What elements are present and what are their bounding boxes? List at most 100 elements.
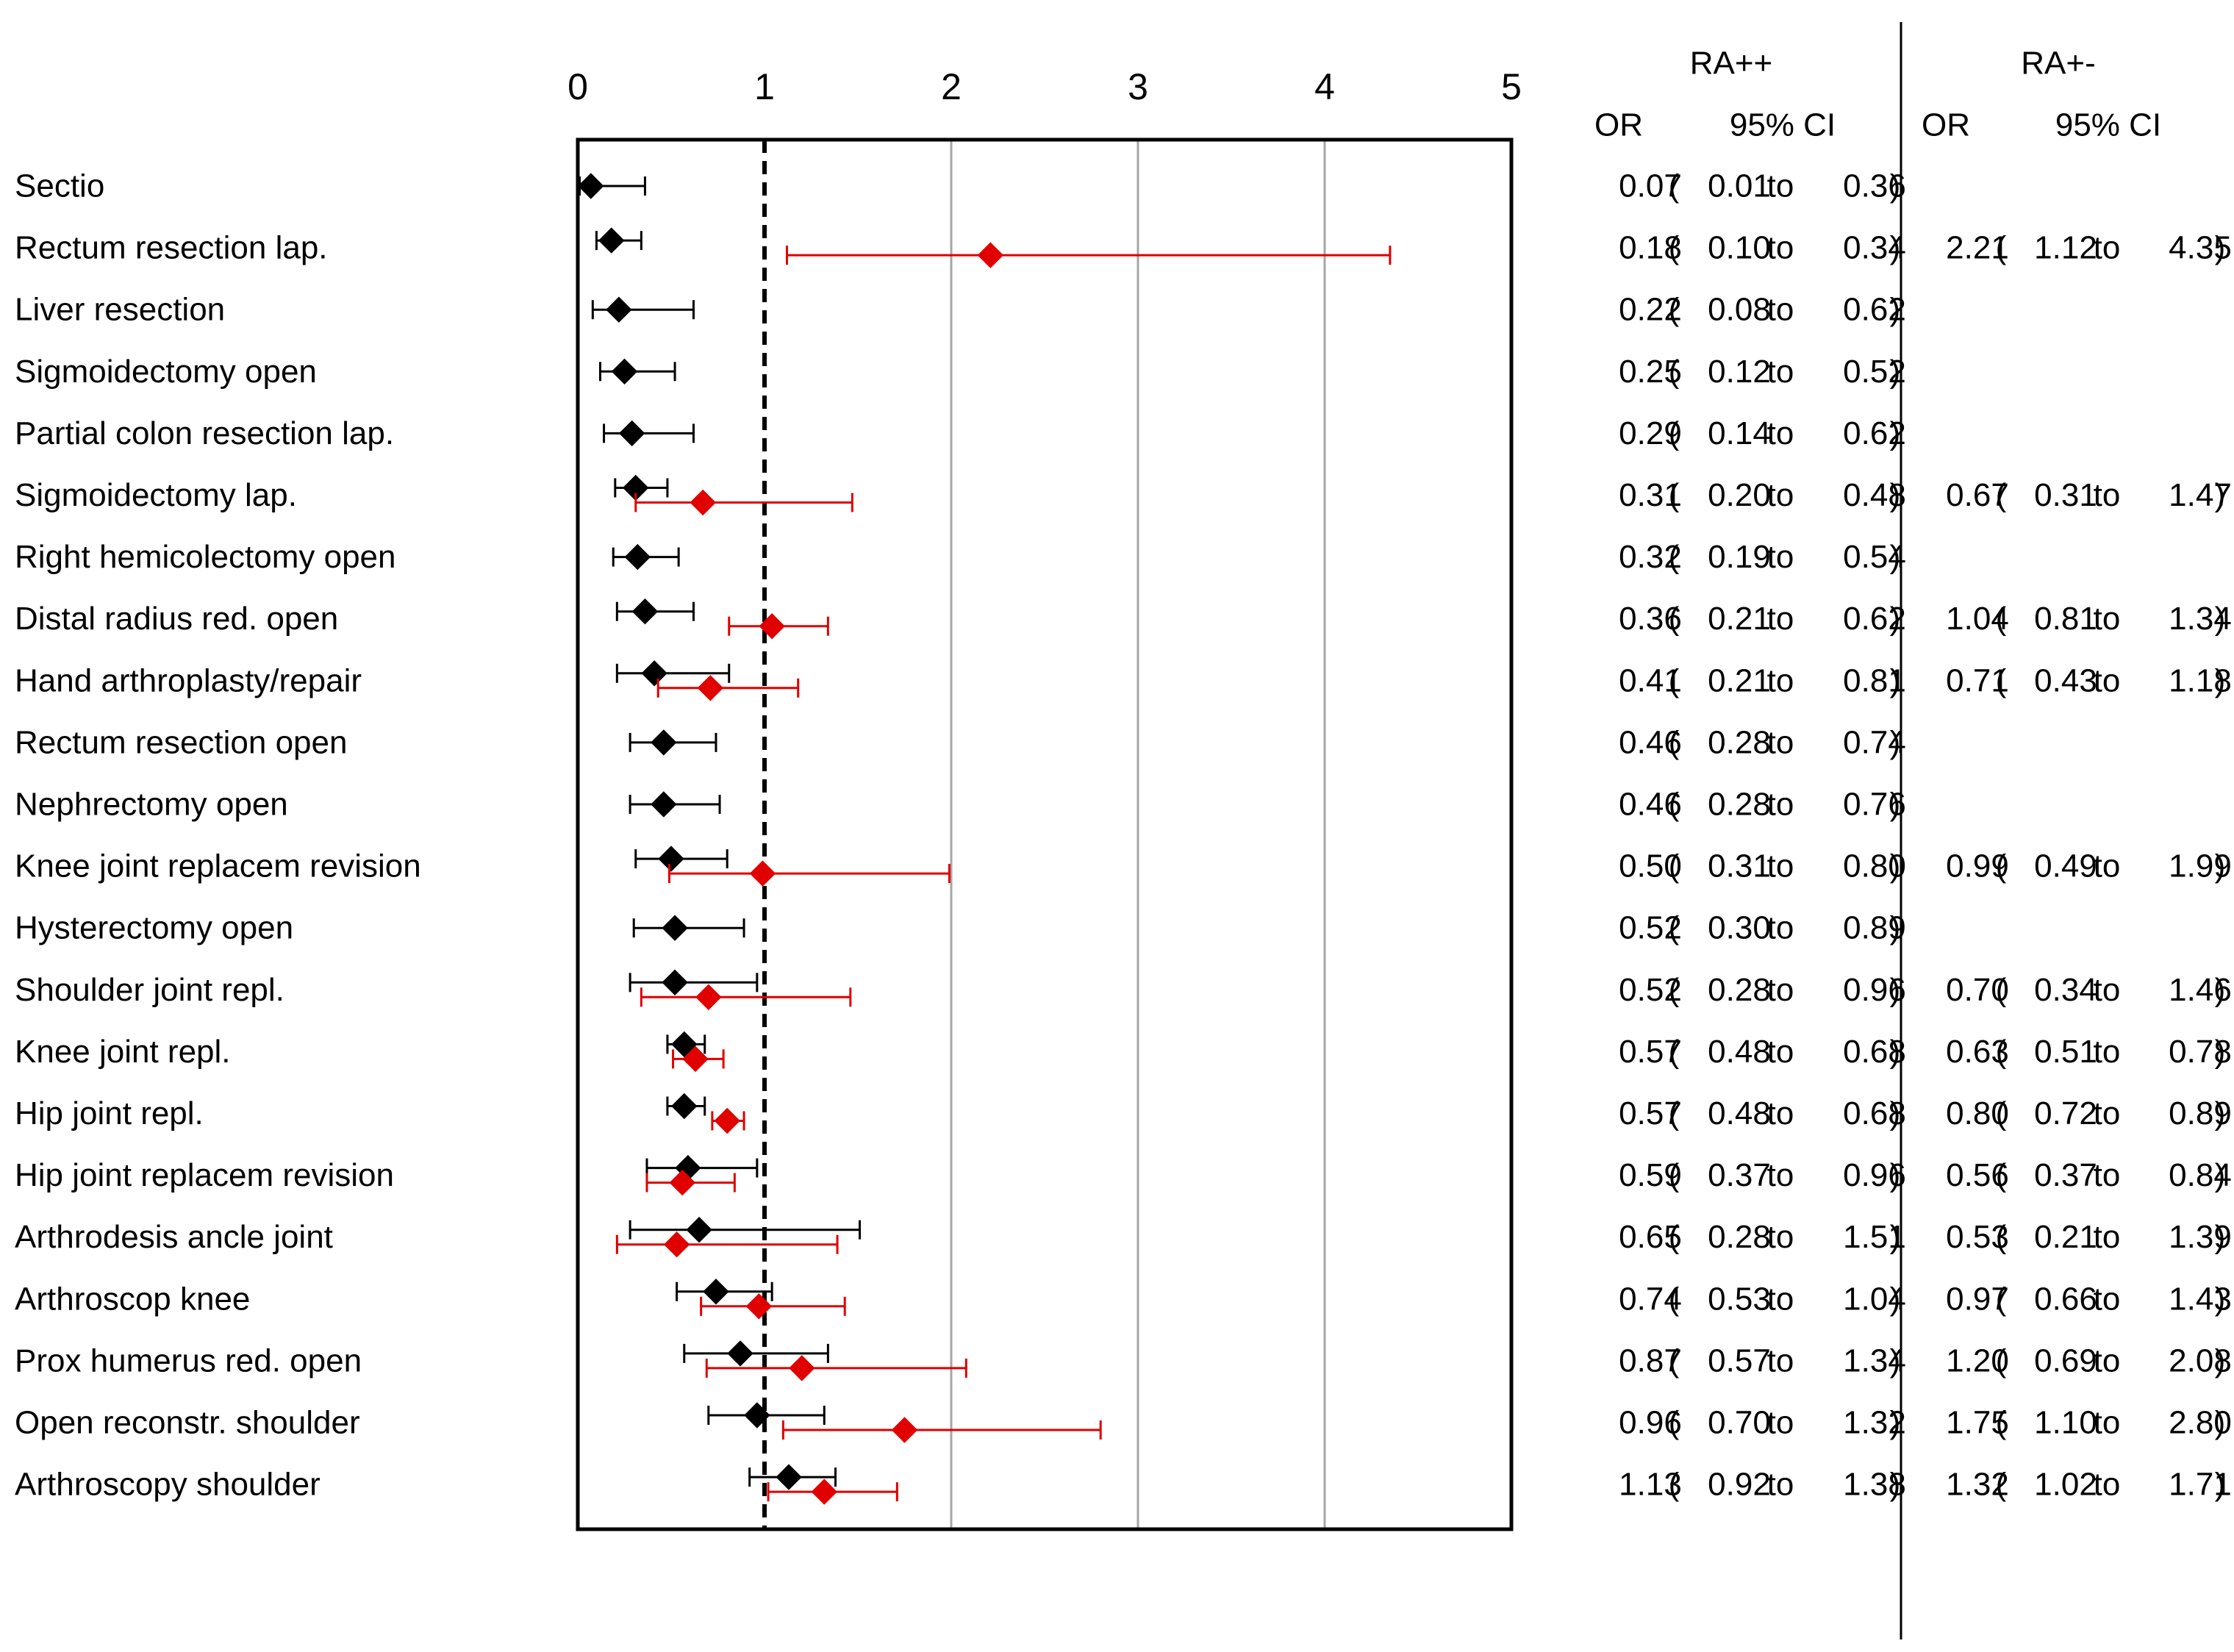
x-tick-label-3: 3 — [1128, 66, 1148, 107]
x-axis-tick-labels: 0 1 2 3 4 5 — [568, 66, 1522, 107]
ra-pp-1-ci-close: ) — [1890, 230, 1901, 266]
ra-pp-19-ci-high-value: 1.34 — [1843, 1342, 1906, 1379]
ra-pm-5-ci-to: to — [2094, 477, 2121, 513]
ra-pp-1-ci-high-value: 0.34 — [1843, 230, 1906, 266]
ra-pm-8-or-value: 0.71 — [1946, 662, 2009, 698]
forest-row-0 — [578, 173, 646, 199]
ra-pm-16-ci-open: ( — [1996, 1157, 2007, 1193]
ra-pm-11-ci-low-value: 0.49 — [2034, 848, 2097, 884]
ra-pp-20-point — [744, 1402, 770, 1428]
ra-pm-19-ci-to: to — [2094, 1342, 2121, 1379]
ra-pp-16-ci-close: ) — [1890, 1157, 1901, 1193]
ra-pm-13-ci-high-value: 1.46 — [2169, 972, 2232, 1008]
ra-pm-21-ci-open: ( — [1996, 1467, 2007, 1503]
ra-pm-7-point — [759, 612, 785, 640]
row-label-19: Prox humerus red. open — [15, 1342, 362, 1379]
ra-pm-18-ci-to: to — [2094, 1281, 2121, 1317]
ra-pm-15-ci-close: ) — [2215, 1095, 2226, 1131]
ra-pp-10-ci-low-value: 0.28 — [1708, 787, 1771, 823]
ra-pm-16-ci-to: to — [2094, 1157, 2121, 1193]
ra-pp-4-ci-close: ) — [1890, 415, 1901, 451]
ra-pp-21-ci-open: ( — [1669, 1467, 1680, 1503]
row-label-2: Liver resection — [15, 292, 225, 328]
ra-pm-20-ci-open: ( — [1996, 1405, 2007, 1441]
ra-pm-20-ci-close: ) — [2215, 1405, 2226, 1441]
ra-pp-21-or-value: 1.13 — [1619, 1467, 1682, 1503]
ra-pm-7-ci-to: to — [2094, 601, 2121, 637]
ra-pm-21-or-value: 1.32 — [1946, 1467, 2009, 1503]
ra-pp-2-or-value: 0.22 — [1619, 292, 1682, 328]
ra-pm-8-ci-to: to — [2094, 662, 2121, 698]
ra-pm-17-ci-to: to — [2094, 1219, 2121, 1255]
ra-pp-18-or-value: 0.74 — [1619, 1281, 1682, 1317]
ra-pp-8-or-value: 0.41 — [1619, 662, 1682, 698]
ra-pp-11-ci-high-value: 0.80 — [1843, 848, 1906, 884]
forest-row-10 — [629, 791, 721, 818]
ra-pp-15-ci-open: ( — [1669, 1095, 1680, 1131]
ra-pp-7-point — [631, 598, 659, 625]
ra-pp-21-ci-close: ) — [1890, 1467, 1901, 1503]
ra-pp-5-ci-to: to — [1767, 477, 1794, 513]
ra-pm-16-ci-high-value: 0.84 — [2169, 1157, 2232, 1193]
ra-pp-8-ci-close: ) — [1890, 662, 1901, 698]
ra-pp-18-ci-to: to — [1767, 1281, 1794, 1317]
ra-pm-15-ci-to: to — [2094, 1095, 2121, 1131]
x-tick-label-0: 0 — [568, 66, 588, 107]
ra-pp-14-ci-to: to — [1767, 1034, 1794, 1070]
ra-pm-1-ci-to: to — [2094, 230, 2121, 266]
ra-pp-7-ci-high-value: 0.62 — [1843, 601, 1906, 637]
grid-lines — [950, 140, 1326, 1529]
ra-pp-6-ci-close: ) — [1890, 539, 1901, 575]
forest-marks — [578, 173, 1392, 1505]
ra-pm-11-ci-close: ) — [2215, 848, 2226, 884]
ra-pp-15-ci-close: ) — [1890, 1095, 1901, 1131]
ra-pm-15-ci-open: ( — [1996, 1095, 2007, 1131]
ra-pm-14-ci-open: ( — [1996, 1034, 2007, 1070]
ra-pm-15-point — [714, 1107, 740, 1134]
ra-pm-13-or-value: 0.70 — [1946, 972, 2009, 1008]
ra-pp-4-or-value: 0.29 — [1619, 415, 1682, 451]
ra-pp-15-ci-to: to — [1767, 1095, 1794, 1131]
row-label-20: Open reconstr. shoulder — [15, 1405, 360, 1441]
ra-pm-11-ci-open: ( — [1996, 848, 2007, 884]
ra-pm-5-ci-low-value: 0.31 — [2034, 477, 2097, 513]
ra-pm-1-ci-open: ( — [1996, 230, 2007, 266]
ra-pp-11-point — [658, 845, 684, 872]
ra-pp-3-ci-to: to — [1767, 354, 1794, 390]
ra-pp-3-ci-low-value: 0.12 — [1708, 354, 1771, 390]
row-label-7: Distal radius red. open — [15, 601, 338, 637]
x-tick-label-2: 2 — [941, 66, 962, 107]
ra-pp-2-ci-to: to — [1767, 292, 1794, 328]
ra-pp-14-ci-high-value: 0.68 — [1843, 1034, 1906, 1070]
ra-pm-5-ci-high-value: 1.47 — [2169, 477, 2232, 513]
ra-pp-12-ci-to: to — [1767, 910, 1794, 946]
ra-pm-8-ci-open: ( — [1996, 662, 2007, 698]
forest-row-5 — [614, 474, 853, 516]
header-ra-pp-title: RA++ — [1690, 46, 1773, 82]
ra-pp-9-ci-low-value: 0.28 — [1708, 724, 1771, 760]
ra-pp-10-or-value: 0.46 — [1619, 787, 1682, 823]
ra-pp-5-ci-high-value: 0.48 — [1843, 477, 1906, 513]
forest-row-15 — [666, 1093, 745, 1134]
ra-pm-17-or-value: 0.53 — [1946, 1219, 2009, 1255]
ra-pm-17-ci-close: ) — [2215, 1219, 2226, 1255]
ra-pp-3-point — [611, 358, 638, 385]
ra-pp-6-ci-open: ( — [1669, 539, 1680, 575]
header-ra-pm-ci: 95% CI — [2055, 107, 2161, 143]
ra-pp-20-ci-low-value: 0.70 — [1708, 1405, 1771, 1441]
ra-pm-16-ci-low-value: 0.37 — [2034, 1157, 2097, 1193]
forest-row-16 — [645, 1154, 759, 1196]
ra-pp-1-or-value: 0.18 — [1619, 230, 1682, 266]
ra-pp-7-or-value: 0.36 — [1619, 601, 1682, 637]
ra-pm-21-ci-to: to — [2094, 1467, 2121, 1503]
ra-pm-17-point — [663, 1231, 690, 1258]
ra-pp-13-ci-low-value: 0.28 — [1708, 972, 1771, 1008]
